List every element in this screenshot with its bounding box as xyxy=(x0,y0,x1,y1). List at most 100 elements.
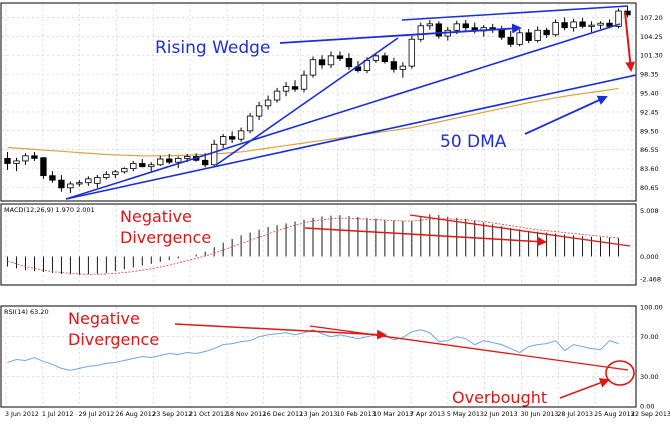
candle xyxy=(399,62,407,78)
candle-body xyxy=(561,22,568,29)
candle-body xyxy=(381,55,389,63)
candle-body xyxy=(453,23,460,31)
x-tick-label: 18 Nov 2012 xyxy=(226,411,266,418)
candle-body xyxy=(148,164,155,168)
macd-panel xyxy=(0,203,637,286)
candle xyxy=(588,21,595,33)
candle xyxy=(255,102,263,120)
candle xyxy=(40,157,47,179)
candle-body xyxy=(67,183,74,189)
rising-wedge-label: Rising Wedge xyxy=(155,38,270,58)
candle xyxy=(273,87,281,103)
candle xyxy=(327,51,335,69)
candle xyxy=(121,167,128,174)
candle-body xyxy=(22,155,29,162)
price-tick-label: 101.30 xyxy=(640,52,663,60)
dma-50-line xyxy=(7,87,619,157)
candle xyxy=(525,28,532,44)
candle xyxy=(282,82,290,97)
macd-tick-label: 0.000 xyxy=(640,253,659,261)
candle-body xyxy=(300,74,308,90)
x-tick-label: 25 Aug 2013 xyxy=(594,411,634,418)
candle-body xyxy=(543,29,550,36)
candle xyxy=(103,171,110,180)
price-tick-label: 80.65 xyxy=(640,184,659,192)
wedge-lower-trendline xyxy=(65,74,637,200)
axis-labels: 107.20 104.25 101.30 98.35 95.40 92.45 89.50 86… xyxy=(5,14,670,418)
candle xyxy=(67,181,74,193)
candle-body xyxy=(112,171,119,175)
candle xyxy=(507,30,514,47)
macd-header: MACD(12,26,9) 1.970 2.001 xyxy=(4,206,95,214)
overbought-circle xyxy=(605,360,635,386)
candle-body xyxy=(139,163,146,168)
candle xyxy=(31,151,38,161)
macd-negative-label: Negative xyxy=(120,207,192,226)
candle-body xyxy=(273,90,281,101)
price-panel xyxy=(0,2,637,202)
candle-body xyxy=(552,22,559,36)
candle-body xyxy=(408,38,416,67)
candle-body xyxy=(219,136,227,145)
candle-body xyxy=(94,177,101,184)
macd-divergence-label: Divergence xyxy=(120,228,211,247)
wedge-upper-trendline xyxy=(65,23,621,200)
candle-body xyxy=(210,143,218,166)
candle-body xyxy=(570,21,577,29)
x-tick-label: 30 Jun 2013 xyxy=(521,411,559,418)
x-tick-label: 10 Feb 2013 xyxy=(336,411,375,418)
candle-body xyxy=(606,22,613,27)
candle-body xyxy=(525,32,532,41)
x-tick-label: 2 Jun 2013 xyxy=(484,411,518,418)
candle-body xyxy=(85,178,92,184)
rsi-divergence-label: Divergence xyxy=(68,330,159,349)
x-tick-label: 5 May 2013 xyxy=(447,411,484,418)
candle-body xyxy=(121,168,128,173)
candle xyxy=(4,151,11,170)
macd-tick-label: 5.008 xyxy=(640,207,659,215)
candle-body xyxy=(534,29,541,41)
price-series xyxy=(4,6,631,193)
candle xyxy=(166,153,173,165)
candle xyxy=(390,57,398,73)
candle xyxy=(318,55,326,69)
candle xyxy=(597,21,604,29)
grid-lines xyxy=(2,4,635,406)
candle-body xyxy=(40,157,47,177)
rsi-series xyxy=(7,329,619,371)
rsi-line xyxy=(7,329,619,371)
x-tick-label: 21 Oct 2012 xyxy=(189,411,228,418)
overbought-arrow xyxy=(559,378,610,399)
candle xyxy=(94,175,101,188)
candle-body xyxy=(345,58,353,68)
macd-signal-line xyxy=(7,217,619,275)
candle xyxy=(228,131,236,143)
candle-body xyxy=(579,21,586,27)
candle xyxy=(462,20,469,32)
x-tick-label: 3 Jun 2012 xyxy=(5,411,39,418)
candle-body xyxy=(184,156,191,159)
candle-body xyxy=(615,10,622,27)
candle xyxy=(85,176,92,186)
candle xyxy=(309,56,317,78)
candle-body xyxy=(31,155,38,159)
candle-body xyxy=(282,86,290,92)
x-tick-label: 1 Jul 2012 xyxy=(42,411,74,418)
candle xyxy=(336,51,344,62)
rising-wedge-arrow xyxy=(279,23,522,44)
price-tick-label: 95.40 xyxy=(640,90,659,98)
candle xyxy=(426,20,434,30)
candle-body xyxy=(390,61,398,70)
candle-body xyxy=(372,55,380,61)
rsi-tick-label: 70.00 xyxy=(640,333,659,341)
macd-divergence-line xyxy=(409,214,631,247)
overbought-label: Overbought xyxy=(452,388,547,407)
x-tick-label: 29 Jul 2012 xyxy=(79,411,115,418)
candle xyxy=(237,127,245,142)
candle xyxy=(58,175,65,192)
rsi-negative-label: Negative xyxy=(68,309,140,328)
price-tick-label: 107.20 xyxy=(640,14,663,22)
candle xyxy=(139,159,146,168)
candle-body xyxy=(237,130,245,140)
